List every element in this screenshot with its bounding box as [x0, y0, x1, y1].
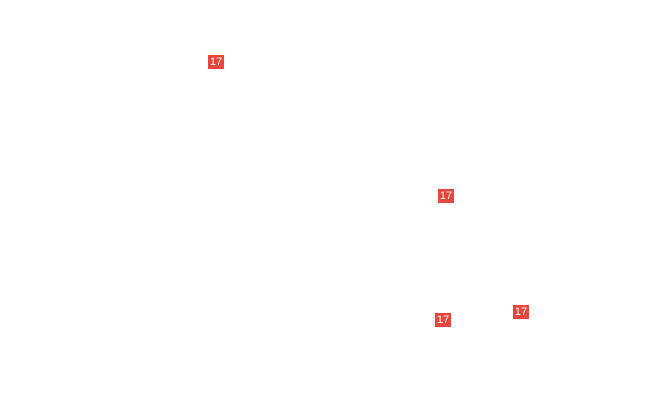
count-badge[interactable]: 17 — [435, 313, 451, 327]
count-badge[interactable]: 17 — [438, 189, 454, 203]
count-badge[interactable]: 17 — [208, 55, 224, 69]
count-badge[interactable]: 17 — [513, 305, 529, 319]
